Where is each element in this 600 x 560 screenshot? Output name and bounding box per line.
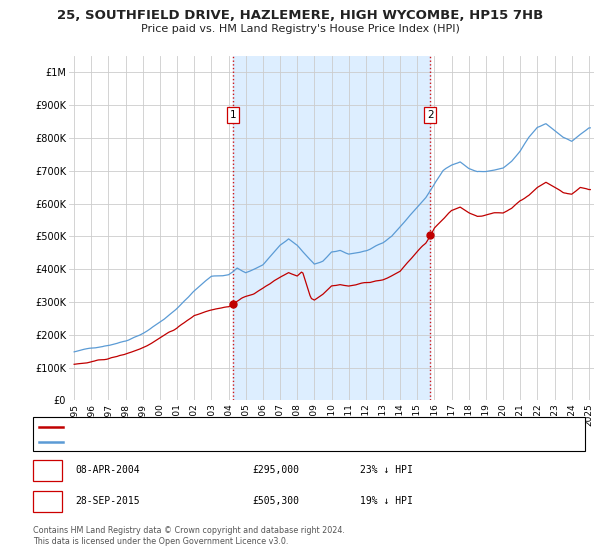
Text: 28-SEP-2015: 28-SEP-2015 bbox=[75, 496, 140, 506]
Text: £295,000: £295,000 bbox=[252, 465, 299, 475]
Text: 25, SOUTHFIELD DRIVE, HAZLEMERE, HIGH WYCOMBE, HP15 7HB: 25, SOUTHFIELD DRIVE, HAZLEMERE, HIGH WY… bbox=[57, 9, 543, 22]
Text: 08-APR-2004: 08-APR-2004 bbox=[75, 465, 140, 475]
Text: 19% ↓ HPI: 19% ↓ HPI bbox=[360, 496, 413, 506]
Text: 25, SOUTHFIELD DRIVE, HAZLEMERE, HIGH WYCOMBE, HP15 7HB (detached house): 25, SOUTHFIELD DRIVE, HAZLEMERE, HIGH WY… bbox=[69, 422, 431, 431]
Text: 1: 1 bbox=[230, 110, 236, 120]
Text: 2: 2 bbox=[427, 110, 433, 120]
Text: Contains HM Land Registry data © Crown copyright and database right 2024.
This d: Contains HM Land Registry data © Crown c… bbox=[33, 526, 345, 546]
Text: £505,300: £505,300 bbox=[252, 496, 299, 506]
Text: Price paid vs. HM Land Registry's House Price Index (HPI): Price paid vs. HM Land Registry's House … bbox=[140, 24, 460, 34]
Text: 2: 2 bbox=[44, 496, 51, 506]
Text: HPI: Average price, detached house, Buckinghamshire: HPI: Average price, detached house, Buck… bbox=[69, 438, 304, 447]
Text: 1: 1 bbox=[44, 465, 51, 475]
Bar bbox=[233, 56, 430, 400]
Text: 23% ↓ HPI: 23% ↓ HPI bbox=[360, 465, 413, 475]
